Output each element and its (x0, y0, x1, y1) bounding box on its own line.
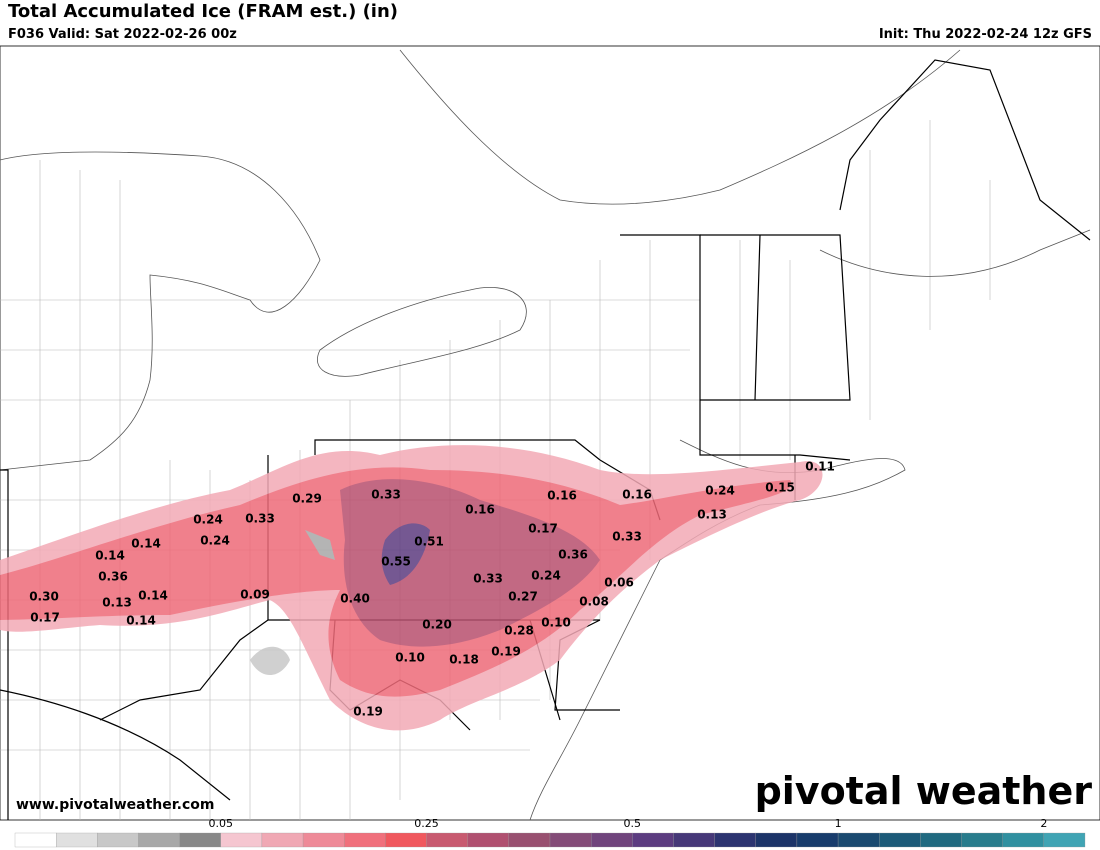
title: Total Accumulated Ice (FRAM est.) (in) (8, 1, 398, 22)
colorbar-swatch (755, 832, 798, 848)
colorbar-swatch (467, 832, 509, 848)
colorbar-swatch (961, 832, 1003, 848)
ice-shading (0, 445, 823, 731)
ice-value-label: 0.27 (508, 590, 538, 604)
ice-value-label: 0.36 (558, 548, 588, 562)
colorbar-swatch (879, 832, 921, 848)
ice-value-label: 0.11 (805, 460, 835, 474)
init-time: Init: Thu 2022-02-24 12z GFS (879, 27, 1092, 42)
colorbar-swatch (179, 832, 221, 848)
ice-value-label: 0.40 (340, 592, 370, 606)
colorbar-swatch (837, 832, 880, 848)
ice-value-label: 0.51 (414, 535, 444, 549)
colorbar-tick-label: 2 (1040, 817, 1047, 830)
ice-value-label: 0.24 (531, 569, 561, 583)
colorbar-swatch (591, 832, 633, 848)
ice-value-label: 0.55 (381, 555, 411, 569)
colorbar-swatch (302, 832, 345, 848)
ice-value-label: 0.16 (547, 489, 577, 503)
colorbar-swatch (56, 832, 98, 848)
ice-value-label: 0.36 (98, 570, 128, 584)
ice-value-label: 0.19 (353, 705, 383, 719)
colorbar-swatch (508, 832, 551, 848)
ice-value-label: 0.18 (449, 653, 479, 667)
ice-value-label: 0.09 (240, 588, 270, 602)
ice-value-label: 0.16 (622, 488, 652, 502)
colorbar-tick-label: 0.05 (209, 817, 234, 830)
colorbar-swatch (796, 832, 839, 848)
ice-value-label: 0.24 (193, 513, 223, 527)
colorbar-swatch (714, 832, 756, 848)
ice-value-label: 0.13 (697, 508, 727, 522)
basemap (0, 45, 1100, 821)
ice-value-label: 0.17 (528, 522, 558, 536)
ice-value-label: 0.19 (491, 645, 521, 659)
colorbar-swatch (261, 832, 304, 848)
ice-value-label: 0.06 (604, 576, 634, 590)
ice-value-label: 0.24 (705, 484, 735, 498)
ice-value-label: 0.10 (395, 651, 425, 665)
ice-value-label: 0.10 (541, 616, 571, 630)
ice-value-label: 0.14 (126, 614, 156, 628)
ice-value-label: 0.16 (465, 503, 495, 517)
colorbar-tick-label: 0.25 (414, 817, 439, 830)
ice-value-label: 0.29 (292, 492, 322, 506)
colorbar-swatch (97, 832, 139, 848)
ice-value-label: 0.20 (422, 618, 452, 632)
colorbar-tick-label: 0.5 (624, 817, 642, 830)
ice-value-label: 0.33 (371, 488, 401, 502)
ice-value-label: 0.33 (245, 512, 275, 526)
ice-value-label: 0.30 (29, 590, 59, 604)
colorbar-swatch (549, 832, 592, 848)
valid-time: F036 Valid: Sat 2022-02-26 00z (8, 27, 237, 42)
colorbar-swatch (138, 832, 180, 848)
colorbar-swatch (385, 832, 427, 848)
colorbar-swatch (920, 832, 962, 848)
colorbar-swatch (632, 832, 674, 848)
ice-value-label: 0.15 (765, 481, 795, 495)
colorbar-swatch (344, 832, 386, 848)
ice-value-label: 0.13 (102, 596, 132, 610)
colorbar-swatch (14, 832, 57, 848)
colorbar-swatch (1043, 832, 1086, 848)
brand-watermark: pivotal weather (755, 769, 1093, 813)
ice-value-label: 0.24 (200, 534, 230, 548)
ice-value-label: 0.28 (504, 624, 534, 638)
colorbar-swatch (673, 832, 715, 848)
ice-value-label: 0.14 (138, 589, 168, 603)
colorbar-swatch (1002, 832, 1044, 848)
colorbar-tick-label: 1 (835, 817, 842, 830)
ice-value-label: 0.33 (612, 530, 642, 544)
ice-value-label: 0.08 (579, 595, 609, 609)
colorbar-swatch (426, 832, 468, 848)
ice-value-label: 0.33 (473, 572, 503, 586)
website: www.pivotalweather.com (16, 797, 215, 813)
colorbar: 0.05 0.25 0.5 1 2 (14, 817, 1086, 848)
ice-value-label: 0.14 (95, 549, 125, 563)
colorbar-swatch (220, 832, 263, 848)
ice-value-label: 0.14 (131, 537, 161, 551)
ice-value-label: 0.17 (30, 611, 60, 625)
